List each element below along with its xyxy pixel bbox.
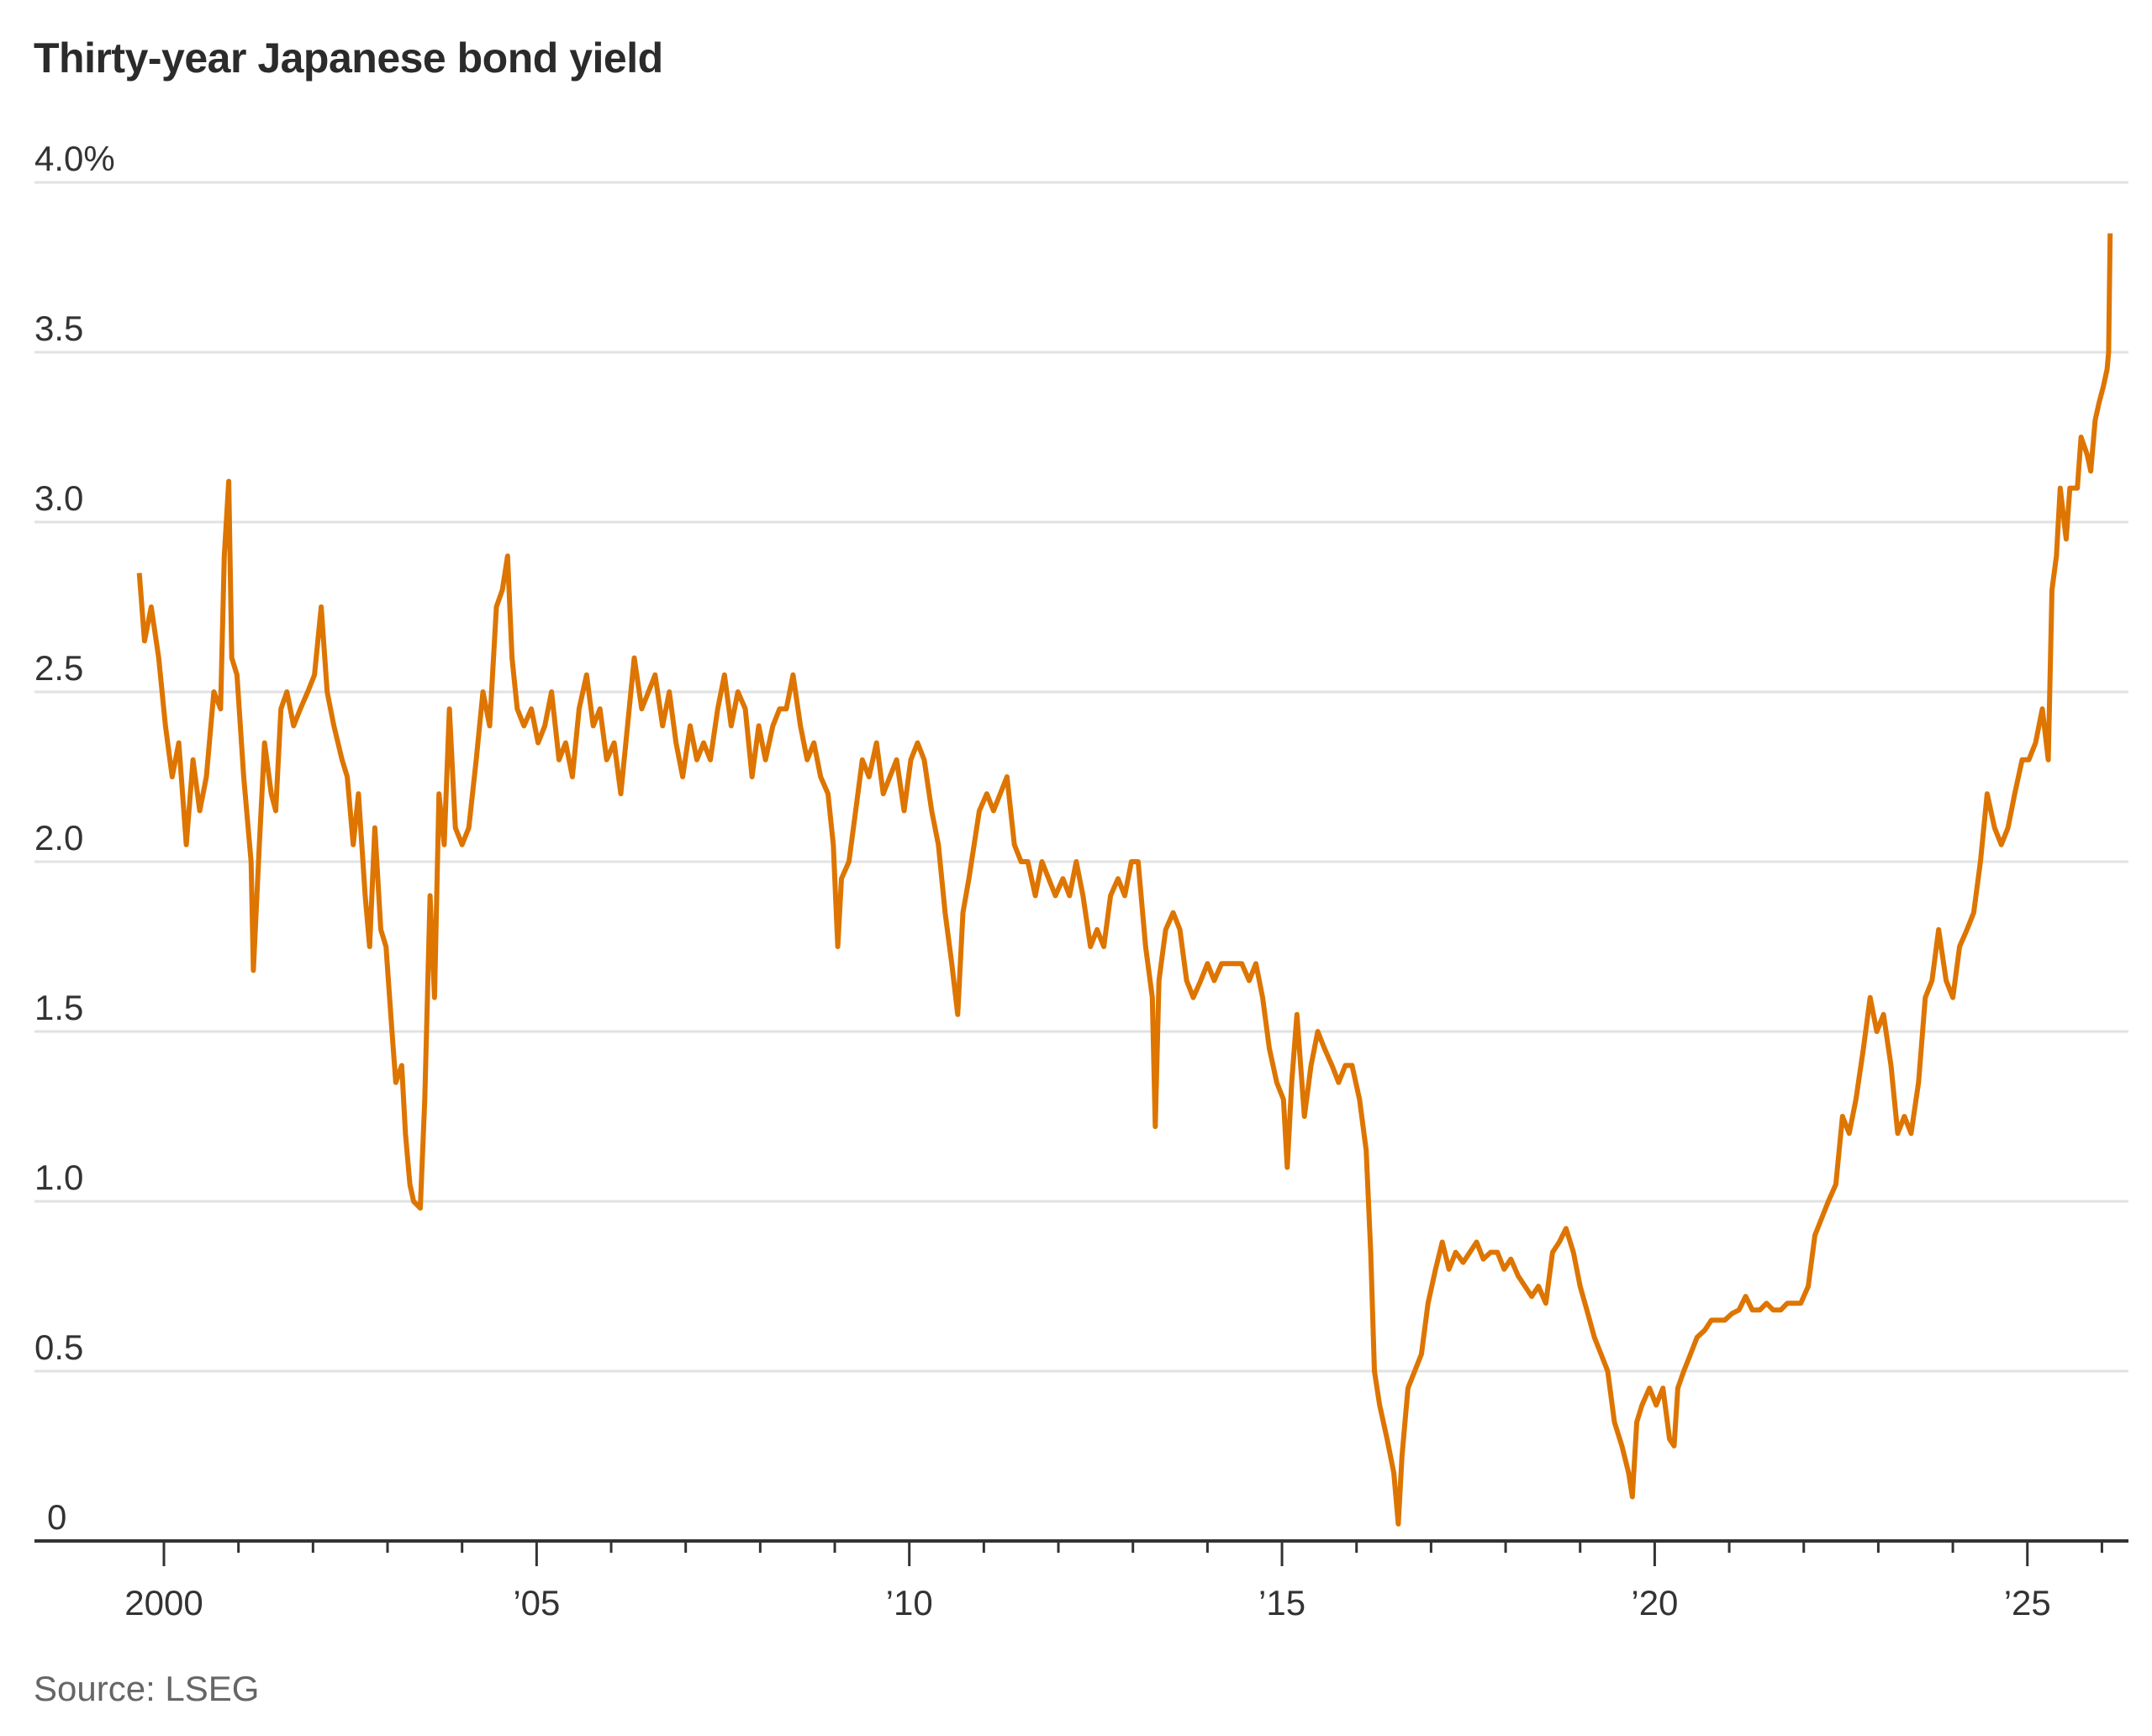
y-tick-label: 3.0	[34, 478, 83, 518]
x-tick-label: ’05	[513, 1583, 560, 1623]
y-tick-label: 3.5	[34, 309, 83, 348]
x-tick-label: ’25	[2004, 1583, 2051, 1623]
yield-line	[136, 233, 2113, 1527]
y-tick-label: 2.0	[34, 818, 83, 857]
x-tick-label: 2000	[124, 1583, 203, 1623]
y-axis-labels: 0 0.5 1.0 1.5 2.0 2.5 3.0 3.5 4.0%	[34, 139, 115, 1537]
y-tick-label: 4.0%	[34, 139, 115, 178]
y-tick-label: 1.5	[34, 988, 83, 1027]
y-tick-label: 1.0	[34, 1158, 83, 1197]
gridlines	[34, 181, 2128, 1373]
source-note: Source: LSEG	[34, 1669, 260, 1708]
y-tick-label: 0	[47, 1497, 66, 1537]
x-tick-label: ’10	[886, 1583, 933, 1623]
series-layer	[136, 233, 2113, 1527]
x-tick-label: ’20	[1631, 1583, 1678, 1623]
x-tick-label: ’15	[1258, 1583, 1305, 1623]
y-tick-label: 0.5	[34, 1327, 83, 1367]
chart-title: Thirty-year Japanese bond yield	[34, 34, 663, 82]
y-tick-label: 2.5	[34, 648, 83, 688]
x-axis: 2000 ’05 ’10 ’15 ’20 ’25	[34, 1539, 2128, 1623]
